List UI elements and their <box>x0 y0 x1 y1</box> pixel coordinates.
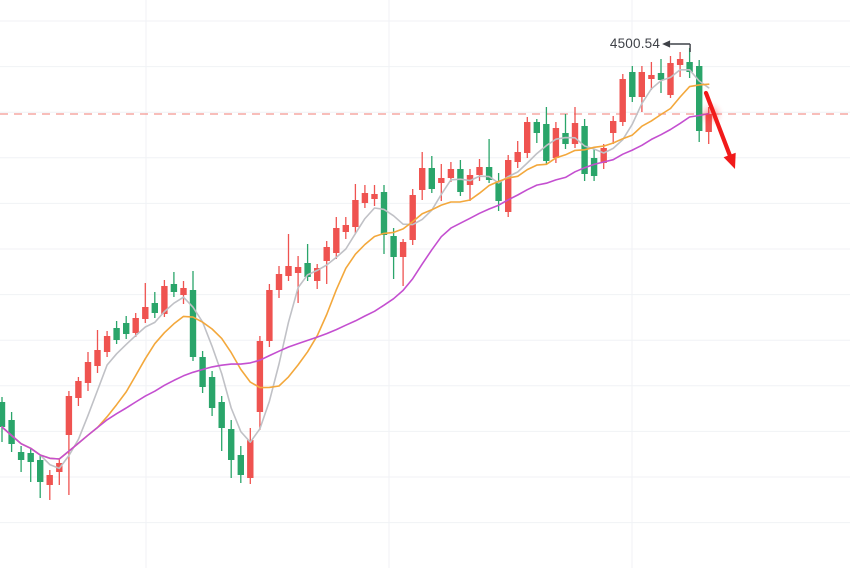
high-annotation-pointer <box>662 40 691 52</box>
candles-layer <box>0 48 712 500</box>
down-trend-arrow-icon[interactable] <box>703 90 736 169</box>
high-price-label: 4500.54 <box>609 36 661 51</box>
moving-average-lines <box>1 69 710 470</box>
